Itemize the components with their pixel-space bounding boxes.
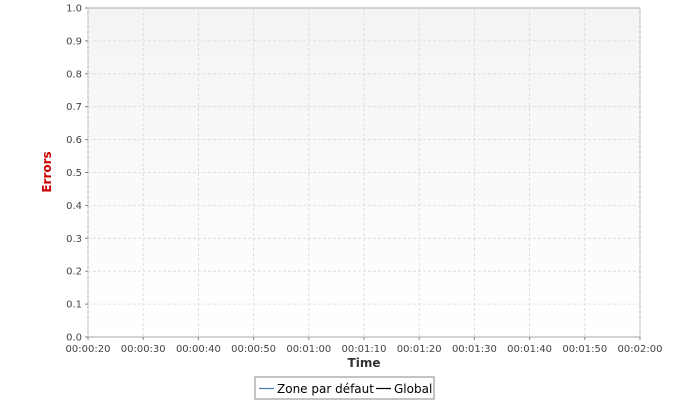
y-tick-label: 0.2 [66,267,82,278]
y-tick-label: 0.6 [66,135,82,146]
legend-label-global: Global [394,382,432,396]
y-tick-label: 1.0 [66,4,82,15]
y-tick-label: 0.8 [66,69,82,80]
y-tick-label: 0.4 [66,201,82,212]
x-tick-label: 00:01:40 [507,344,552,355]
x-tick-label: 00:01:20 [397,344,442,355]
x-tick-label: 00:02:00 [618,344,663,355]
x-tick-label: 00:00:40 [176,344,221,355]
y-tick-label: 0.7 [66,102,82,113]
legend-box [254,376,435,400]
x-axis-title: Time [348,356,381,370]
x-tick-label: 00:01:30 [452,344,497,355]
y-tick-label: 0.0 [66,333,82,344]
y-tick-labels: 0.0 0.1 0.2 0.3 0.4 0.5 0.6 0.7 0.8 0.9 1.0 [66,4,82,344]
grid-lines [87,8,641,337]
x-tick-label: 00:01:50 [562,344,607,355]
y-tick-label: 0.1 [66,300,82,311]
legend: Zone par défaut Global [254,376,435,400]
x-tick-label: 00:00:30 [121,344,166,355]
y-tick-label: 0.3 [66,234,82,245]
y-tick-label: 0.9 [66,36,82,47]
x-tick-label: 00:00:50 [231,344,276,355]
y-tick-label: 0.5 [66,168,82,179]
x-tick-labels: 00:00:20 00:00:30 00:00:40 00:00:50 00:01:00… [66,344,663,355]
y-axis-title: Errors [40,151,54,192]
x-tick-label: 00:01:00 [286,344,331,355]
axes [85,7,641,340]
legend-label-zone-par-defaut: Zone par défaut [277,382,374,396]
x-tick-label: 00:01:10 [342,344,387,355]
x-tick-label: 00:00:20 [66,344,111,355]
